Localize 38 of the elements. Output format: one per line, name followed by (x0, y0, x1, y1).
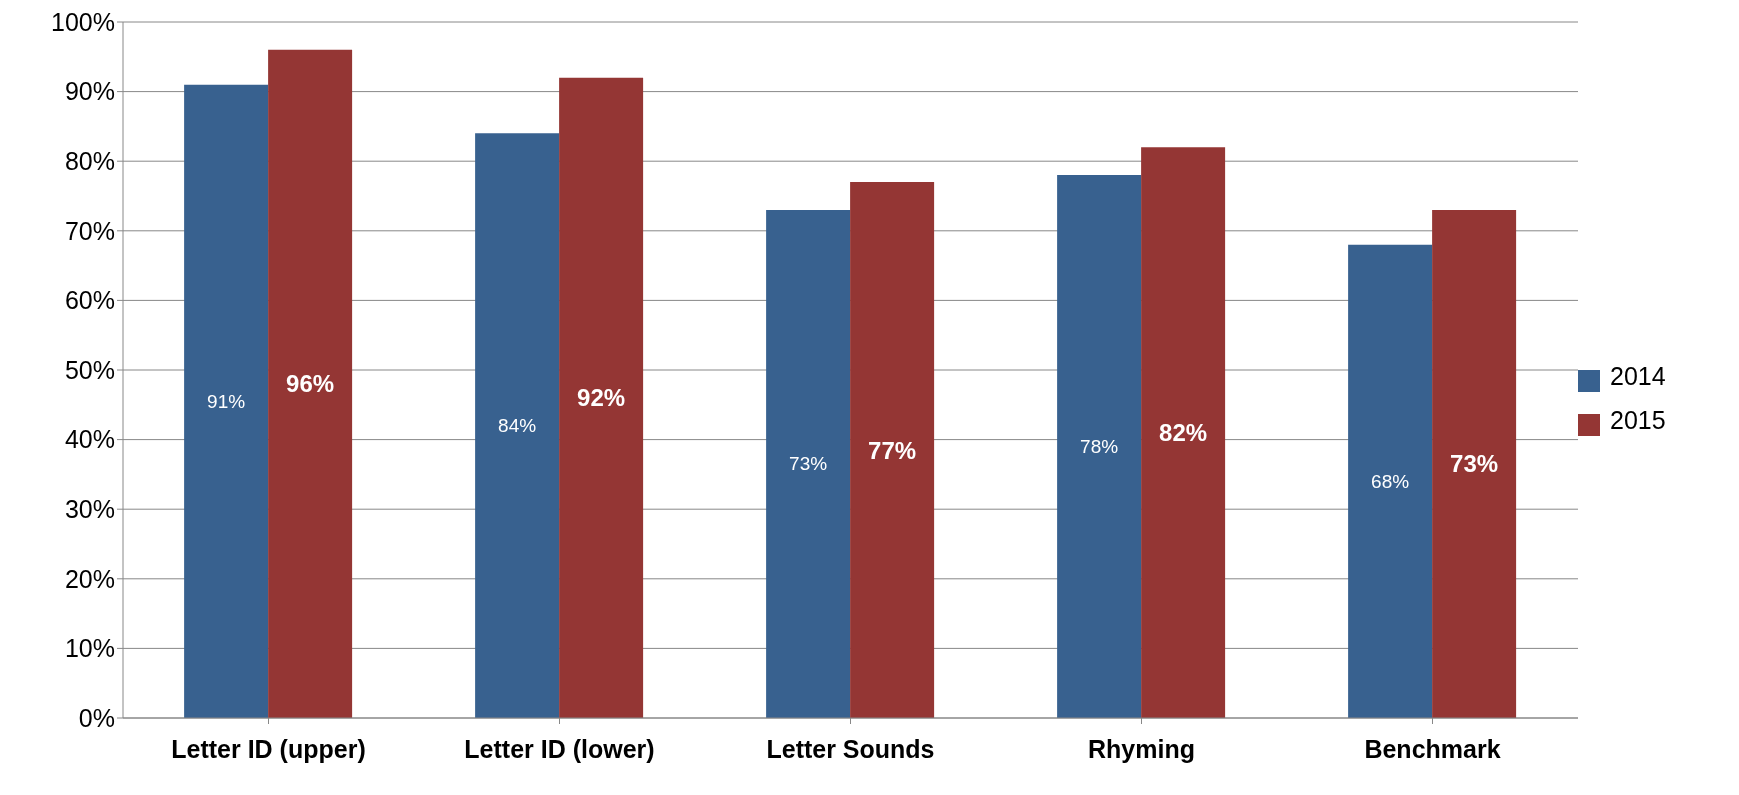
data-label: 91% (207, 390, 246, 412)
y-tick-label: 0% (78, 703, 115, 732)
x-tick-label: Letter Sounds (766, 734, 935, 763)
y-tick-label: 80% (64, 147, 115, 176)
data-label: 96% (286, 370, 335, 398)
bar (766, 209, 851, 718)
data-label: 92% (577, 384, 626, 412)
bar (475, 133, 560, 718)
x-tick-label: Letter ID (upper) (171, 734, 366, 763)
bar (1348, 244, 1433, 718)
x-tick-label: Rhyming (1088, 734, 1195, 763)
data-label: 73% (1450, 450, 1499, 478)
y-tick-label: 30% (64, 495, 115, 524)
bar (1141, 147, 1226, 718)
y-tick-label: 100% (51, 7, 115, 36)
y-tick-label: 70% (64, 216, 115, 245)
bar (850, 182, 935, 718)
data-label: 84% (498, 415, 537, 437)
bar (1432, 209, 1517, 718)
legend-label: 2015 (1609, 406, 1666, 434)
legend-label: 2014 (1609, 362, 1666, 390)
x-tick-label: Benchmark (1364, 734, 1501, 763)
bar (184, 84, 269, 718)
y-tick-label: 40% (64, 425, 115, 454)
y-tick-label: 90% (64, 77, 115, 106)
data-label: 82% (1159, 419, 1208, 447)
data-label: 73% (789, 453, 828, 475)
y-tick-label: 20% (64, 564, 115, 593)
y-tick-label: 50% (64, 355, 115, 384)
y-tick-label: 10% (64, 634, 115, 663)
bar (559, 77, 644, 718)
bar (268, 49, 353, 718)
x-tick-label: Letter ID (lower) (464, 734, 655, 763)
bar (1057, 175, 1142, 718)
data-label: 77% (868, 436, 917, 464)
data-label: 78% (1080, 436, 1119, 458)
data-label: 68% (1371, 470, 1410, 492)
y-tick-label: 60% (64, 286, 115, 315)
